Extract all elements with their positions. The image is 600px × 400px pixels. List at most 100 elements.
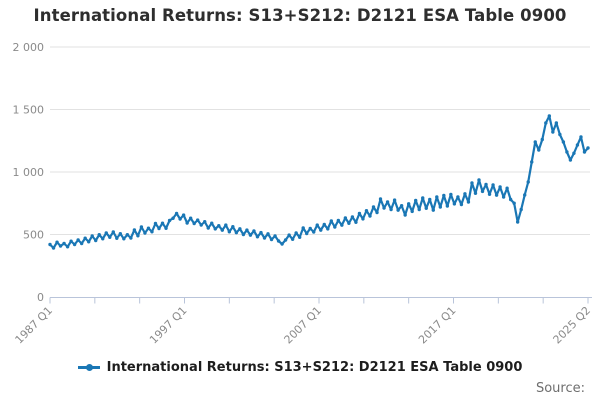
data-point-marker: [178, 217, 182, 221]
data-point-marker: [287, 233, 291, 237]
data-point-marker: [403, 213, 407, 217]
data-point-marker: [389, 207, 393, 212]
data-point-marker: [431, 208, 435, 212]
data-point-marker: [357, 211, 362, 216]
data-point-marker: [498, 185, 502, 189]
data-point-marker: [470, 181, 474, 185]
data-point-marker: [86, 240, 91, 244]
data-point-marker: [350, 215, 355, 219]
data-point-marker: [382, 206, 386, 210]
data-point-marker: [512, 201, 516, 205]
data-point-marker: [480, 189, 485, 194]
data-point-marker: [192, 221, 196, 226]
data-point-marker: [206, 226, 210, 230]
data-point-marker: [118, 232, 123, 236]
data-point-marker: [530, 160, 534, 164]
legend-label: International Returns: S13+S212: D2121 E…: [106, 360, 523, 375]
x-axis-label: 1997 Q1: [147, 304, 190, 347]
data-point-marker: [76, 238, 80, 242]
data-point-marker: [445, 204, 450, 208]
data-point-marker: [301, 226, 305, 230]
data-point-marker: [333, 225, 337, 229]
x-axis-label: 2017 Q1: [416, 304, 459, 347]
data-point-marker: [171, 216, 175, 220]
data-point-marker: [210, 221, 214, 225]
data-point-marker: [101, 237, 105, 241]
data-point-marker: [406, 202, 411, 206]
data-point-marker: [269, 237, 274, 242]
data-point-marker: [533, 140, 537, 144]
data-point-marker: [217, 224, 221, 228]
data-point-marker: [213, 227, 217, 231]
y-axis-label: 1 000: [13, 166, 45, 179]
data-point-marker: [558, 132, 562, 137]
data-point-marker: [304, 231, 309, 236]
data-point-marker: [442, 193, 446, 198]
data-point-marker: [248, 233, 253, 237]
data-point-marker: [319, 228, 323, 232]
data-point-marker: [505, 186, 509, 190]
data-point-marker: [62, 241, 66, 246]
data-point-marker: [97, 233, 101, 237]
data-point-marker: [435, 195, 439, 199]
data-point-marker: [164, 226, 168, 230]
data-point-marker: [428, 197, 432, 202]
data-point-marker: [540, 137, 544, 142]
data-point-marker: [262, 236, 267, 240]
data-point-marker: [459, 202, 464, 207]
data-point-marker: [347, 221, 351, 225]
data-point-marker: [199, 223, 203, 227]
data-point-marker: [227, 230, 232, 234]
data-point-marker: [195, 218, 200, 222]
data-point-marker: [129, 236, 133, 240]
data-point-marker: [143, 231, 147, 235]
data-point-marker: [421, 196, 425, 200]
data-point-marker: [108, 235, 112, 239]
data-point-marker: [575, 143, 580, 147]
data-point-marker: [245, 228, 249, 232]
x-axis-label: 2025 Q2: [551, 304, 594, 347]
data-point-marker: [255, 235, 260, 239]
data-point-marker: [69, 239, 73, 243]
data-point-marker: [139, 225, 144, 229]
data-point-marker: [259, 230, 263, 235]
data-point-marker: [167, 218, 172, 223]
data-point-marker: [146, 226, 151, 230]
data-point-marker: [452, 202, 457, 206]
data-point-marker: [484, 182, 488, 187]
data-point-marker: [392, 198, 397, 202]
data-point-marker: [491, 183, 495, 187]
data-point-marker: [125, 233, 130, 237]
data-point-marker: [340, 223, 344, 227]
data-point-marker: [547, 114, 552, 118]
data-point-marker: [501, 195, 506, 199]
data-point-marker: [290, 237, 295, 241]
data-point-marker: [224, 223, 228, 227]
data-point-marker: [181, 213, 186, 217]
data-point-marker: [368, 214, 372, 218]
legend-line-marker-icon: [77, 361, 100, 374]
data-point-marker: [220, 228, 224, 232]
data-point-marker: [515, 220, 520, 224]
data-point-marker: [83, 236, 87, 240]
data-point-marker: [579, 135, 583, 139]
series-line: [48, 114, 590, 250]
data-point-marker: [132, 228, 137, 232]
data-point-marker: [561, 140, 566, 144]
data-point-marker: [185, 221, 189, 225]
legend-item[interactable]: International Returns: S13+S212: D2121 E…: [77, 360, 523, 375]
data-point-marker: [477, 178, 481, 182]
data-point-marker: [554, 121, 559, 125]
data-point-marker: [523, 193, 527, 197]
data-point-marker: [294, 231, 298, 235]
data-point-marker: [354, 220, 358, 224]
data-point-marker: [410, 209, 414, 214]
data-point-marker: [396, 208, 400, 212]
data-point-marker: [586, 146, 590, 150]
data-point-marker: [51, 246, 56, 250]
legend: International Returns: S13+S212: D2121 E…: [0, 360, 600, 375]
data-point-marker: [526, 180, 530, 184]
data-point-marker: [297, 235, 302, 239]
data-point-marker: [361, 217, 365, 221]
data-point-marker: [508, 197, 513, 202]
